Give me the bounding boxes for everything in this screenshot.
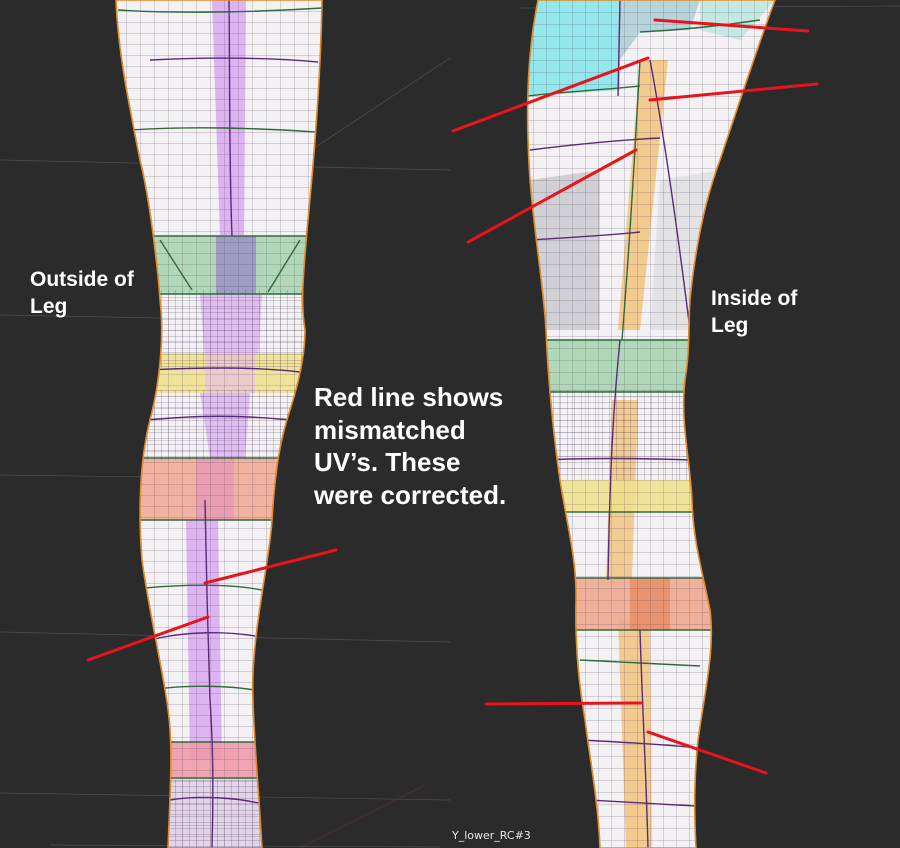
mismatch-lines — [86, 18, 819, 775]
mismatch-line — [203, 548, 338, 585]
mismatch-line — [466, 148, 638, 244]
mismatch-line — [484, 701, 643, 706]
mismatch-line — [451, 56, 650, 133]
inside-of-leg-label: Inside of Leg — [711, 287, 798, 337]
mismatch-line — [648, 82, 819, 102]
outside-of-leg-label: Outside of Leg — [30, 268, 134, 318]
mismatch-line — [646, 730, 768, 775]
mismatch-line — [653, 18, 810, 33]
object-name-label: Y_lower_RC#3 — [452, 829, 531, 842]
mismatch-line — [86, 615, 210, 662]
mismatch-note: Red line shows mismatched UV’s. These we… — [314, 382, 507, 510]
